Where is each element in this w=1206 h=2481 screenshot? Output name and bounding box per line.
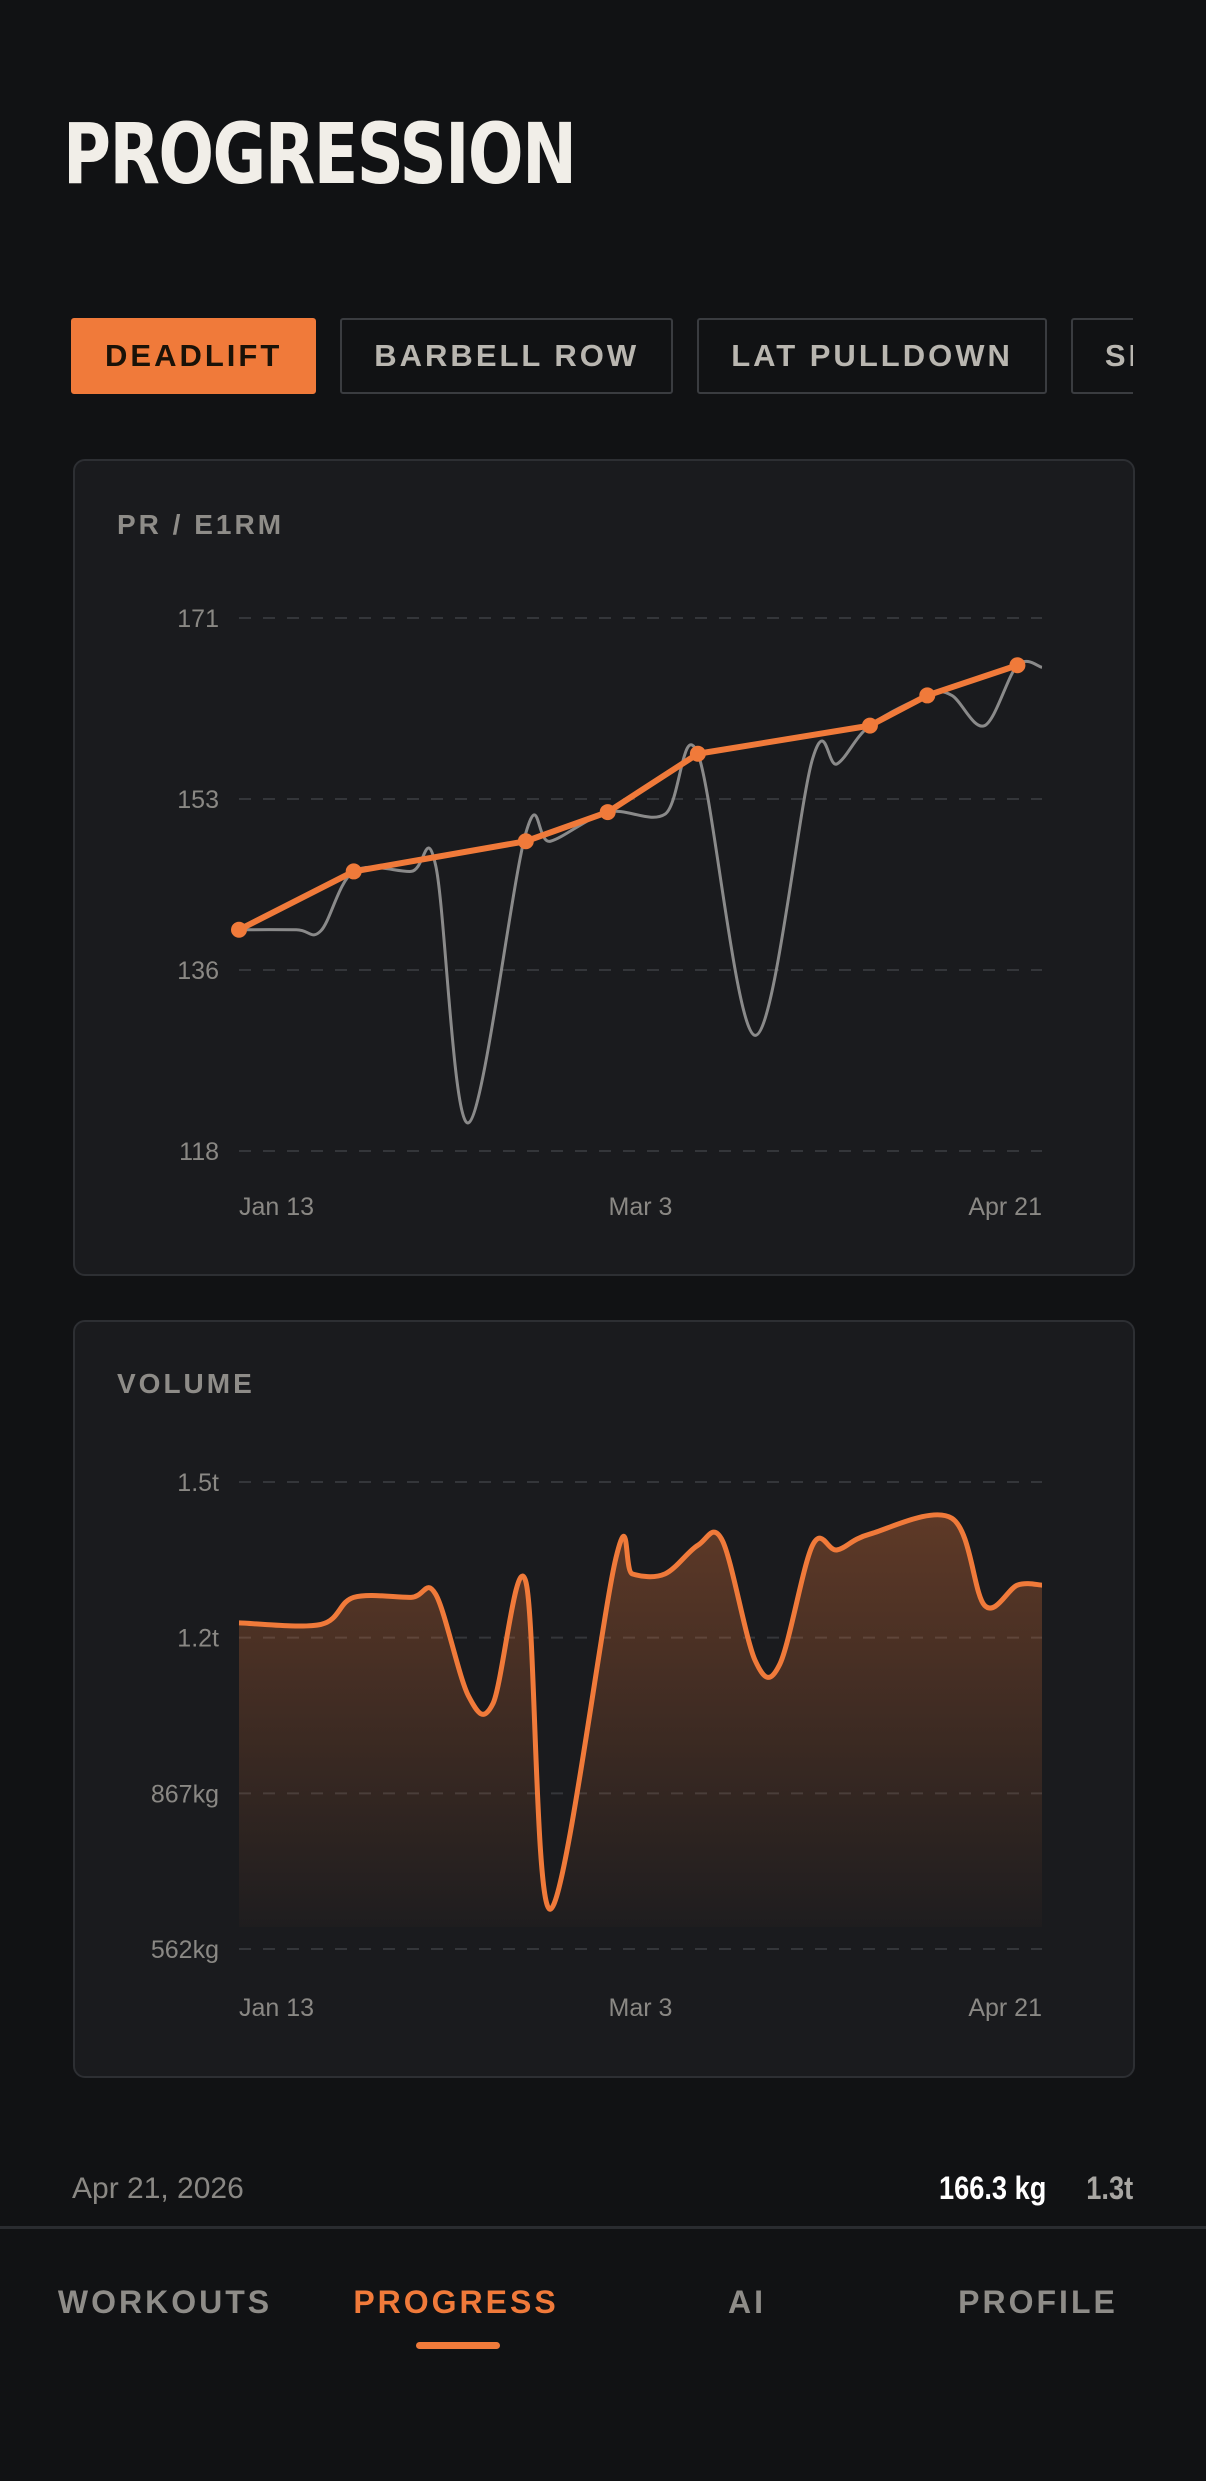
nav-active-indicator [416,2342,500,2349]
chip-deadlift[interactable]: DEADLIFT [71,318,317,394]
x-tick-label: Mar 3 [609,1193,673,1221]
x-tick-label: Apr 21 [968,1994,1042,2022]
x-tick-label: Jan 13 [239,1193,314,1221]
volume-card: VOLUME 1.5t 1.2t 867kg 562kg Jan 13 Mar 3 Apr … [73,1320,1135,2078]
y-tick-label: 153 [177,786,219,814]
y-tick-label: 118 [179,1138,219,1166]
volume-area [239,1514,1042,1927]
pr-point [861,717,878,734]
pr-point [599,804,616,821]
chip-seated[interactable]: SEATED [1070,318,1133,394]
volume-chart: 1.5t 1.2t 867kg 562kg Jan 13 Mar 3 Apr 21 [151,1469,1043,2022]
e1rm-line [238,659,1043,1125]
pr-point [919,687,936,704]
chip-barbell-row[interactable]: BARBELL ROW [340,318,674,394]
exercise-chip-row[interactable]: DEADLIFT BARBELL ROW LAT PULLDOWN SEATED [71,318,1133,394]
pr-point [231,921,247,938]
selected-e1rm: 166.3 kg [938,2170,1046,2206]
page-title: PROGRESSION [63,105,577,203]
card-title: PR / E1RM [117,509,285,540]
nav-divider [0,2226,1206,2229]
y-tick-label: 1.2t [177,1625,219,1653]
nav-workouts[interactable]: WORKOUTS [57,2284,273,2320]
pr-e1rm-card: PR / E1RM 171 153 136 118 Jan 13 Mar 3 Apr 21 [73,459,1135,1276]
nav-progress[interactable]: PROGRESS [353,2284,559,2320]
x-tick-label: Jan 13 [239,1994,314,2022]
x-tick-label: Apr 21 [968,1193,1042,1221]
y-tick-label: 562kg [151,1936,219,1964]
nav-profile[interactable]: PROFILE [958,2284,1118,2320]
pr-line [237,662,1019,933]
selected-volume: 1.3t [1086,2170,1133,2206]
y-tick-label: 171 [177,605,219,633]
y-tick-label: 1.5t [177,1469,219,1497]
chip-lat-pulldown[interactable]: LAT PULLDOWN [697,318,1047,394]
pr-e1rm-chart: 171 153 136 118 Jan 13 Mar 3 Apr 21 [177,605,1043,1221]
selected-date: Apr 21, 2026 [72,2172,244,2205]
pr-point [689,745,706,762]
volume-line [238,1512,1043,1912]
y-tick-label: 136 [177,957,219,985]
x-tick-label: Mar 3 [609,1994,673,2022]
pr-point [345,863,362,880]
pr-point [1009,657,1026,674]
y-tick-label: 867kg [151,1780,219,1808]
nav-ai[interactable]: AI [728,2284,766,2320]
pr-point [517,833,534,850]
card-title: VOLUME [117,1368,255,1399]
